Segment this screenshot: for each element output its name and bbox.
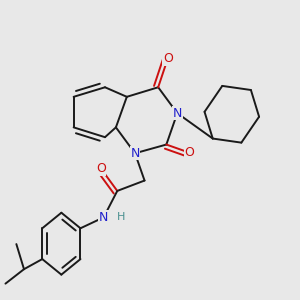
- Text: N: N: [172, 107, 182, 120]
- Text: O: O: [184, 146, 194, 159]
- Text: N: N: [99, 211, 108, 224]
- Text: O: O: [96, 162, 106, 175]
- Text: O: O: [163, 52, 173, 65]
- Text: H: H: [117, 212, 126, 222]
- Text: N: N: [130, 147, 140, 160]
